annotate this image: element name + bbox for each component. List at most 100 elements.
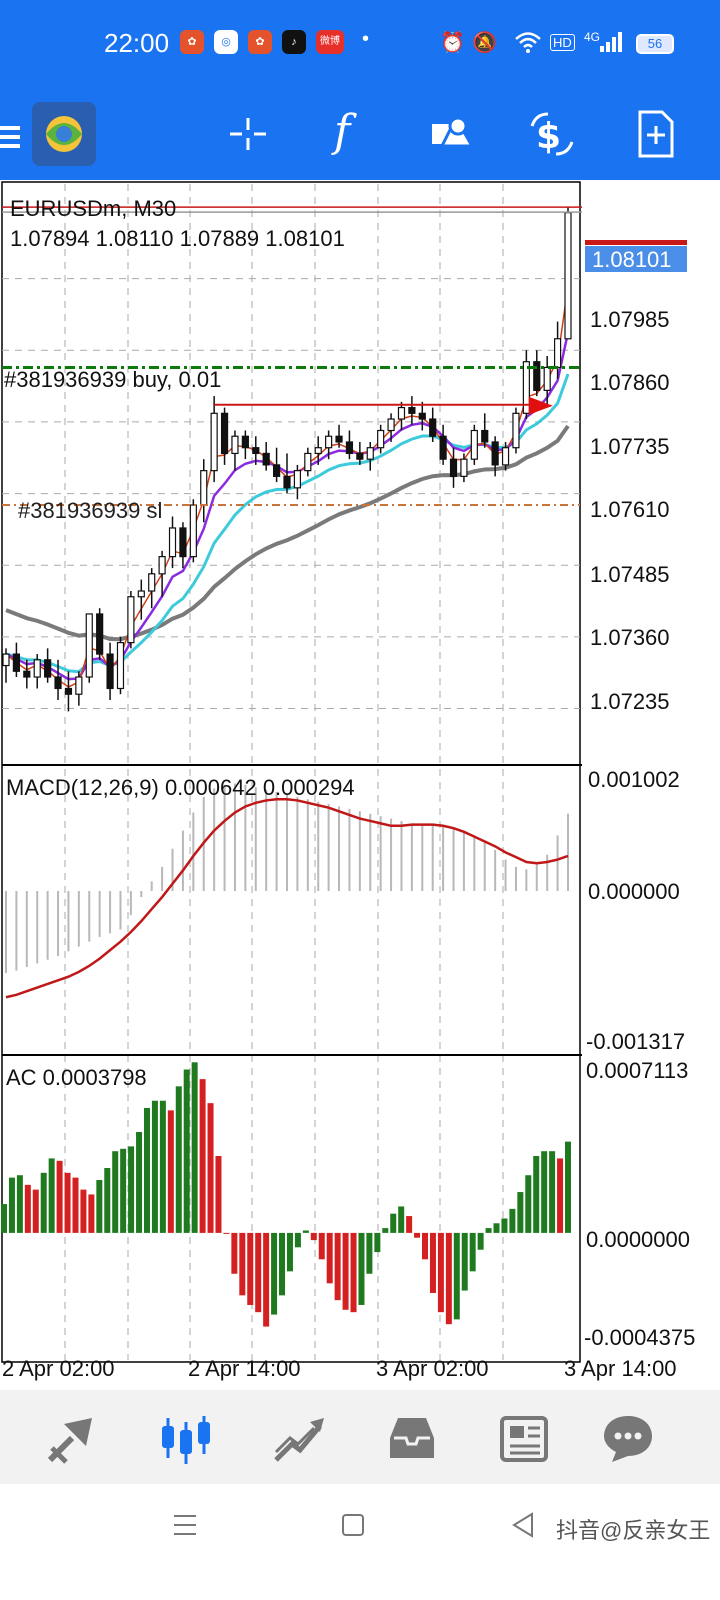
ac-bar bbox=[390, 1213, 397, 1233]
candle-body bbox=[429, 418, 437, 437]
ac-bar bbox=[8, 1177, 15, 1233]
back-icon[interactable] bbox=[510, 1512, 536, 1538]
ac-bar bbox=[549, 1151, 556, 1233]
candle-body bbox=[408, 406, 416, 414]
ac-bar bbox=[104, 1168, 111, 1233]
ac-bar bbox=[398, 1206, 405, 1233]
symbols-icon[interactable]: $ bbox=[522, 104, 582, 164]
candle-body bbox=[377, 429, 385, 449]
ac-bar bbox=[437, 1232, 444, 1313]
ac-bar bbox=[557, 1158, 564, 1233]
ac-tick: -0.0004375 bbox=[584, 1325, 695, 1350]
candle-body bbox=[470, 429, 478, 460]
ac-tick: 0.0000000 bbox=[586, 1227, 690, 1252]
browser-icon: ◎ bbox=[214, 30, 238, 54]
ac-bar bbox=[32, 1189, 39, 1233]
candle-body bbox=[356, 452, 364, 460]
candle-body bbox=[314, 447, 322, 455]
chart-area[interactable]: EURUSDm, M30 1.07894 1.08110 1.07889 1.0… bbox=[0, 180, 720, 1390]
chart-icon[interactable] bbox=[156, 1408, 216, 1468]
indicators-icon[interactable]: f bbox=[318, 104, 378, 164]
candle-body bbox=[272, 464, 281, 477]
current-price-label: 1.08101 bbox=[592, 247, 672, 272]
ac-bar bbox=[501, 1218, 508, 1233]
ac-bar bbox=[143, 1107, 150, 1233]
macd-tick: 0.000000 bbox=[588, 879, 680, 904]
candle-body bbox=[231, 435, 239, 455]
ac-bar bbox=[469, 1232, 476, 1272]
menu-icon[interactable] bbox=[0, 104, 30, 164]
candle-body bbox=[158, 556, 166, 575]
candle-body bbox=[512, 412, 520, 449]
recents-icon[interactable] bbox=[172, 1512, 198, 1538]
crosshair-icon[interactable] bbox=[218, 104, 278, 164]
candle-body bbox=[241, 435, 249, 449]
candle-body bbox=[96, 613, 104, 655]
candle-body bbox=[325, 435, 333, 449]
symbol-label: EURUSDm, M30 bbox=[10, 196, 176, 221]
ac-bar bbox=[509, 1208, 516, 1233]
ac-bar bbox=[406, 1216, 413, 1233]
ac-bar bbox=[414, 1232, 421, 1238]
ac-bar bbox=[72, 1177, 79, 1233]
candle-body bbox=[33, 659, 41, 678]
ac-label: AC 0.0003798 bbox=[6, 1065, 147, 1090]
candle-body bbox=[168, 527, 177, 558]
candle-body bbox=[439, 435, 447, 460]
tiktok-icon: ♪ bbox=[282, 30, 306, 54]
history-icon[interactable] bbox=[382, 1408, 442, 1468]
candle-body bbox=[335, 435, 343, 443]
candle-body bbox=[449, 458, 458, 477]
ac-bar bbox=[517, 1192, 524, 1233]
mute-icon: 🔕 bbox=[472, 32, 497, 54]
current-price-marker bbox=[585, 240, 687, 245]
ac-bar bbox=[358, 1232, 365, 1305]
ac-bar bbox=[80, 1189, 87, 1233]
new-order-icon[interactable] bbox=[626, 104, 686, 164]
metatrader-logo[interactable] bbox=[32, 102, 96, 166]
candle-body bbox=[397, 406, 406, 420]
price-tick: 1.07735 bbox=[590, 434, 670, 459]
ac-bar bbox=[294, 1232, 301, 1248]
ac-bar bbox=[286, 1232, 293, 1272]
battery-indicator: 56 bbox=[636, 34, 674, 54]
candle-body bbox=[116, 642, 125, 690]
candle-body bbox=[366, 447, 374, 460]
ac-bar bbox=[56, 1160, 63, 1233]
ac-bar bbox=[128, 1146, 135, 1233]
trade-icon[interactable] bbox=[270, 1408, 330, 1468]
ac-tick: 0.0007113 bbox=[586, 1058, 688, 1083]
macd-tick: 0.001002 bbox=[588, 767, 680, 792]
time-label: 3 Apr 14:00 bbox=[564, 1356, 677, 1381]
home-icon[interactable] bbox=[342, 1514, 364, 1536]
candle-body bbox=[387, 418, 395, 432]
candle-body bbox=[106, 653, 114, 690]
news-icon[interactable] bbox=[494, 1408, 554, 1468]
candle-body bbox=[553, 338, 562, 369]
ac-bar bbox=[565, 1141, 571, 1233]
ac-bar bbox=[429, 1232, 436, 1293]
ac-bar bbox=[350, 1232, 357, 1313]
ac-bar bbox=[112, 1151, 119, 1233]
ac-bar bbox=[366, 1232, 373, 1274]
candle-body bbox=[137, 590, 145, 598]
candle-body bbox=[522, 361, 530, 414]
ac-bar bbox=[334, 1232, 341, 1301]
alarm-icon: ⏰ bbox=[440, 32, 465, 54]
candle-body bbox=[189, 504, 197, 558]
ac-bar bbox=[88, 1194, 95, 1233]
time-label: 3 Apr 02:00 bbox=[376, 1356, 489, 1381]
ac-bar bbox=[525, 1175, 532, 1233]
bottom-navigation bbox=[0, 1390, 720, 1484]
objects-icon[interactable] bbox=[420, 104, 480, 164]
svg-text:$: $ bbox=[536, 116, 561, 157]
ac-bar bbox=[1, 1204, 7, 1233]
quotes-icon[interactable] bbox=[42, 1408, 102, 1468]
chart-svg[interactable]: EURUSDm, M30 1.07894 1.08110 1.07889 1.0… bbox=[0, 180, 720, 1390]
ac-bar bbox=[453, 1232, 460, 1320]
ac-bar bbox=[318, 1232, 325, 1260]
messages-icon[interactable] bbox=[598, 1408, 658, 1468]
macd-signal-line bbox=[5, 797, 569, 999]
price-tick: 1.07485 bbox=[590, 562, 670, 587]
ac-bar bbox=[422, 1232, 429, 1260]
